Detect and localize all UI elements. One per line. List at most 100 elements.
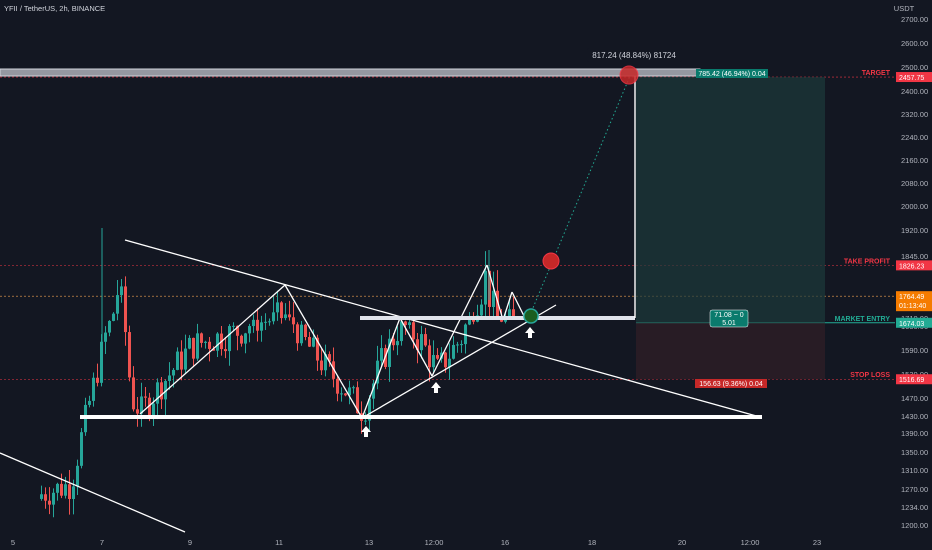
candle-body bbox=[292, 317, 295, 325]
candle-body bbox=[452, 344, 455, 359]
entry-marker bbox=[523, 308, 539, 324]
candle-body bbox=[308, 337, 311, 347]
candle-body bbox=[204, 341, 207, 343]
candle-body bbox=[268, 321, 271, 323]
trend-line bbox=[502, 291, 513, 321]
y-tick-label: 1310.00 bbox=[901, 466, 928, 475]
candle-body bbox=[404, 321, 407, 326]
trend-line bbox=[0, 452, 186, 533]
candle-body bbox=[320, 360, 323, 371]
candle-body bbox=[392, 338, 395, 346]
candle-body bbox=[420, 334, 423, 351]
candle-body bbox=[324, 354, 327, 371]
position-zones bbox=[0, 68, 825, 380]
candle-body bbox=[176, 351, 179, 370]
x-tick-label: 16 bbox=[501, 538, 509, 547]
candle-body bbox=[380, 348, 383, 361]
up-arrow-icon bbox=[361, 426, 371, 437]
profit-zone bbox=[636, 77, 825, 323]
y-tick-label: 2080.00 bbox=[901, 179, 928, 188]
candle-body bbox=[76, 465, 79, 487]
candle-body bbox=[332, 361, 335, 379]
candle-body bbox=[88, 400, 91, 405]
level-name: TARGET bbox=[862, 70, 891, 77]
y-tick-label: 1200.00 bbox=[901, 521, 928, 530]
loss-label-box bbox=[695, 379, 767, 388]
measure-label-box bbox=[587, 48, 682, 62]
candle-body bbox=[44, 494, 47, 501]
y-tick-label: 1845.00 bbox=[901, 252, 928, 261]
candle-body bbox=[352, 387, 355, 389]
x-tick-label: 20 bbox=[678, 538, 686, 547]
candle-body bbox=[340, 393, 343, 395]
candle-body bbox=[260, 322, 263, 331]
support-line bbox=[80, 415, 762, 419]
price-tag: 1674.03 bbox=[899, 321, 924, 328]
candle-body bbox=[468, 318, 471, 325]
trend-line bbox=[361, 317, 401, 419]
y-tick-label: 2700.00 bbox=[901, 15, 928, 24]
resistance-line bbox=[360, 316, 635, 320]
candle-body bbox=[496, 290, 499, 319]
candle-body bbox=[188, 337, 191, 349]
chart-title: YFII / TetherUS, 2h, BINANCE bbox=[4, 4, 106, 13]
candle-body bbox=[456, 344, 459, 346]
candle-body bbox=[132, 377, 135, 410]
candle-body bbox=[180, 351, 183, 370]
y-tick-label: 1234.00 bbox=[901, 503, 928, 512]
candle-body bbox=[112, 313, 115, 321]
candle-body bbox=[48, 500, 51, 505]
measure-label: 817.24 (48.84%) 81724 bbox=[592, 51, 676, 60]
candle-body bbox=[396, 341, 399, 346]
candle-body bbox=[252, 319, 255, 327]
candle-body bbox=[232, 325, 235, 327]
candle-body bbox=[264, 321, 267, 323]
level-name: STOP LOSS bbox=[850, 372, 890, 379]
candle-body bbox=[460, 344, 463, 346]
candle-body bbox=[208, 341, 211, 349]
level-labels: 817.24 (48.84%) 81724 785.42 (46.94%) 0.0… bbox=[587, 48, 932, 388]
candle-body bbox=[280, 302, 283, 319]
candle-body bbox=[424, 334, 427, 346]
candle-body bbox=[128, 332, 131, 378]
candle-body bbox=[248, 326, 251, 334]
candle-body bbox=[356, 387, 359, 414]
candle-body bbox=[200, 333, 203, 343]
level-name: MARKET ENTRY bbox=[835, 316, 891, 323]
entry-label-2: 5.01 bbox=[722, 320, 736, 327]
y-tick-label: 2320.00 bbox=[901, 110, 928, 119]
candle-body bbox=[60, 483, 63, 496]
y-tick-label: 1920.00 bbox=[901, 226, 928, 235]
candle-body bbox=[512, 309, 515, 319]
candle-body bbox=[64, 484, 67, 496]
candle-body bbox=[140, 396, 143, 414]
candle-body bbox=[348, 387, 351, 396]
candle-body bbox=[288, 314, 291, 318]
y-tick-label: 2400.00 bbox=[901, 87, 928, 96]
currency-label: USDT bbox=[894, 4, 915, 13]
trend-line bbox=[139, 284, 286, 415]
x-tick-label: 9 bbox=[188, 538, 192, 547]
price-tag-box bbox=[896, 317, 932, 328]
trend-line bbox=[511, 291, 526, 319]
candle-body bbox=[160, 382, 163, 400]
candle-body bbox=[504, 318, 507, 322]
y-tick-label: 2600.00 bbox=[901, 39, 928, 48]
y-tick-label: 1270.00 bbox=[901, 485, 928, 494]
candle-body bbox=[388, 338, 391, 367]
candle-body bbox=[92, 377, 95, 401]
price-tag: 1516.69 bbox=[899, 377, 924, 384]
drawings bbox=[0, 65, 762, 533]
x-tick-label: 12:00 bbox=[425, 538, 444, 547]
y-tick-label: 1350.00 bbox=[901, 448, 928, 457]
candle-body bbox=[412, 322, 415, 340]
candle-body bbox=[120, 286, 123, 296]
candle-body bbox=[80, 432, 83, 466]
time-axis: 5 7 9 11 13 12:00 16 18 20 12:00 23 bbox=[11, 538, 821, 547]
current-price: 1764.49 bbox=[899, 294, 924, 301]
x-tick-label: 11 bbox=[275, 538, 283, 547]
candle-body bbox=[240, 335, 243, 344]
candle-body bbox=[344, 393, 347, 396]
price-tag-box bbox=[896, 72, 932, 83]
